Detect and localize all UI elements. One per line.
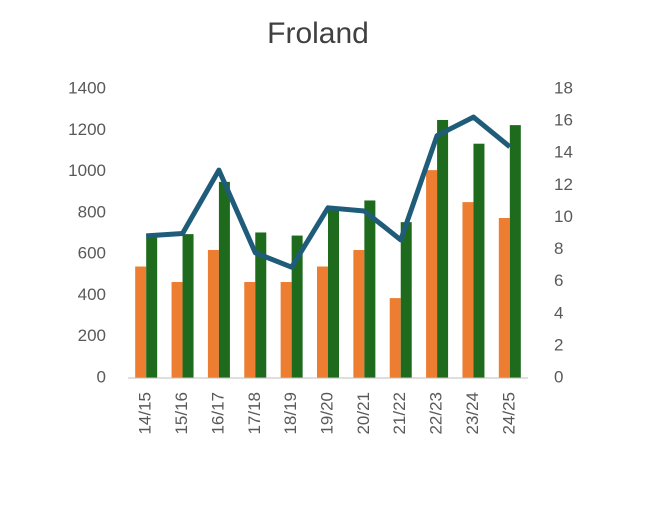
y2-tick-label: 14 — [554, 143, 573, 162]
bar — [280, 282, 292, 378]
y-tick-label: 1000 — [68, 161, 106, 180]
bar — [255, 232, 267, 378]
y2-tick-label: 2 — [554, 335, 563, 354]
y2-tick-label: 12 — [554, 175, 573, 194]
x-tick-label: 15/16 — [172, 392, 191, 435]
x-tick-label: 21/22 — [390, 392, 409, 435]
x-tick-label: 14/15 — [136, 392, 155, 435]
x-tick-label: 23/24 — [463, 392, 482, 435]
bar — [400, 222, 412, 378]
bar — [244, 282, 256, 378]
bar — [509, 125, 521, 378]
bar — [207, 250, 219, 378]
x-tick-label: 17/18 — [245, 392, 264, 435]
bar — [353, 250, 365, 378]
bar — [364, 200, 376, 378]
y-tick-label: 800 — [78, 202, 106, 221]
y-tick-label: 1400 — [68, 78, 106, 97]
bar — [171, 282, 183, 378]
bar — [389, 298, 401, 378]
y-tick-label: 600 — [78, 244, 106, 263]
bar — [146, 235, 158, 378]
x-tick-label: 16/17 — [208, 392, 227, 435]
bar — [135, 266, 147, 378]
bar — [437, 119, 449, 378]
y2-tick-label: 4 — [554, 303, 563, 322]
x-tick-label: 22/23 — [427, 392, 446, 435]
y2-tick-label: 16 — [554, 111, 573, 130]
y-tick-label: 1200 — [68, 120, 106, 139]
y2-tick-label: 6 — [554, 271, 563, 290]
x-tick-label: 20/21 — [354, 392, 373, 435]
bar — [218, 181, 230, 378]
x-tick-label: 18/19 — [281, 392, 300, 435]
y2-tick-label: 0 — [554, 367, 563, 386]
bar — [291, 235, 303, 378]
line-series — [146, 114, 512, 270]
bar — [462, 202, 474, 378]
bar — [328, 209, 339, 378]
bar — [473, 143, 485, 378]
y-tick-label: 0 — [97, 367, 106, 386]
y-tick-label: 400 — [78, 285, 106, 304]
y2-tick-label: 10 — [554, 207, 573, 226]
x-tick-label: 19/20 — [317, 392, 336, 435]
y2-tick-label: 8 — [554, 239, 563, 258]
x-tick-label: 24/25 — [499, 392, 518, 435]
bar — [498, 218, 510, 378]
chart-title: Froland — [267, 17, 369, 50]
bar — [182, 234, 194, 378]
y-tick-label: 200 — [78, 326, 106, 345]
bar — [317, 266, 328, 378]
bar — [426, 170, 438, 378]
y2-tick-label: 18 — [554, 78, 573, 97]
